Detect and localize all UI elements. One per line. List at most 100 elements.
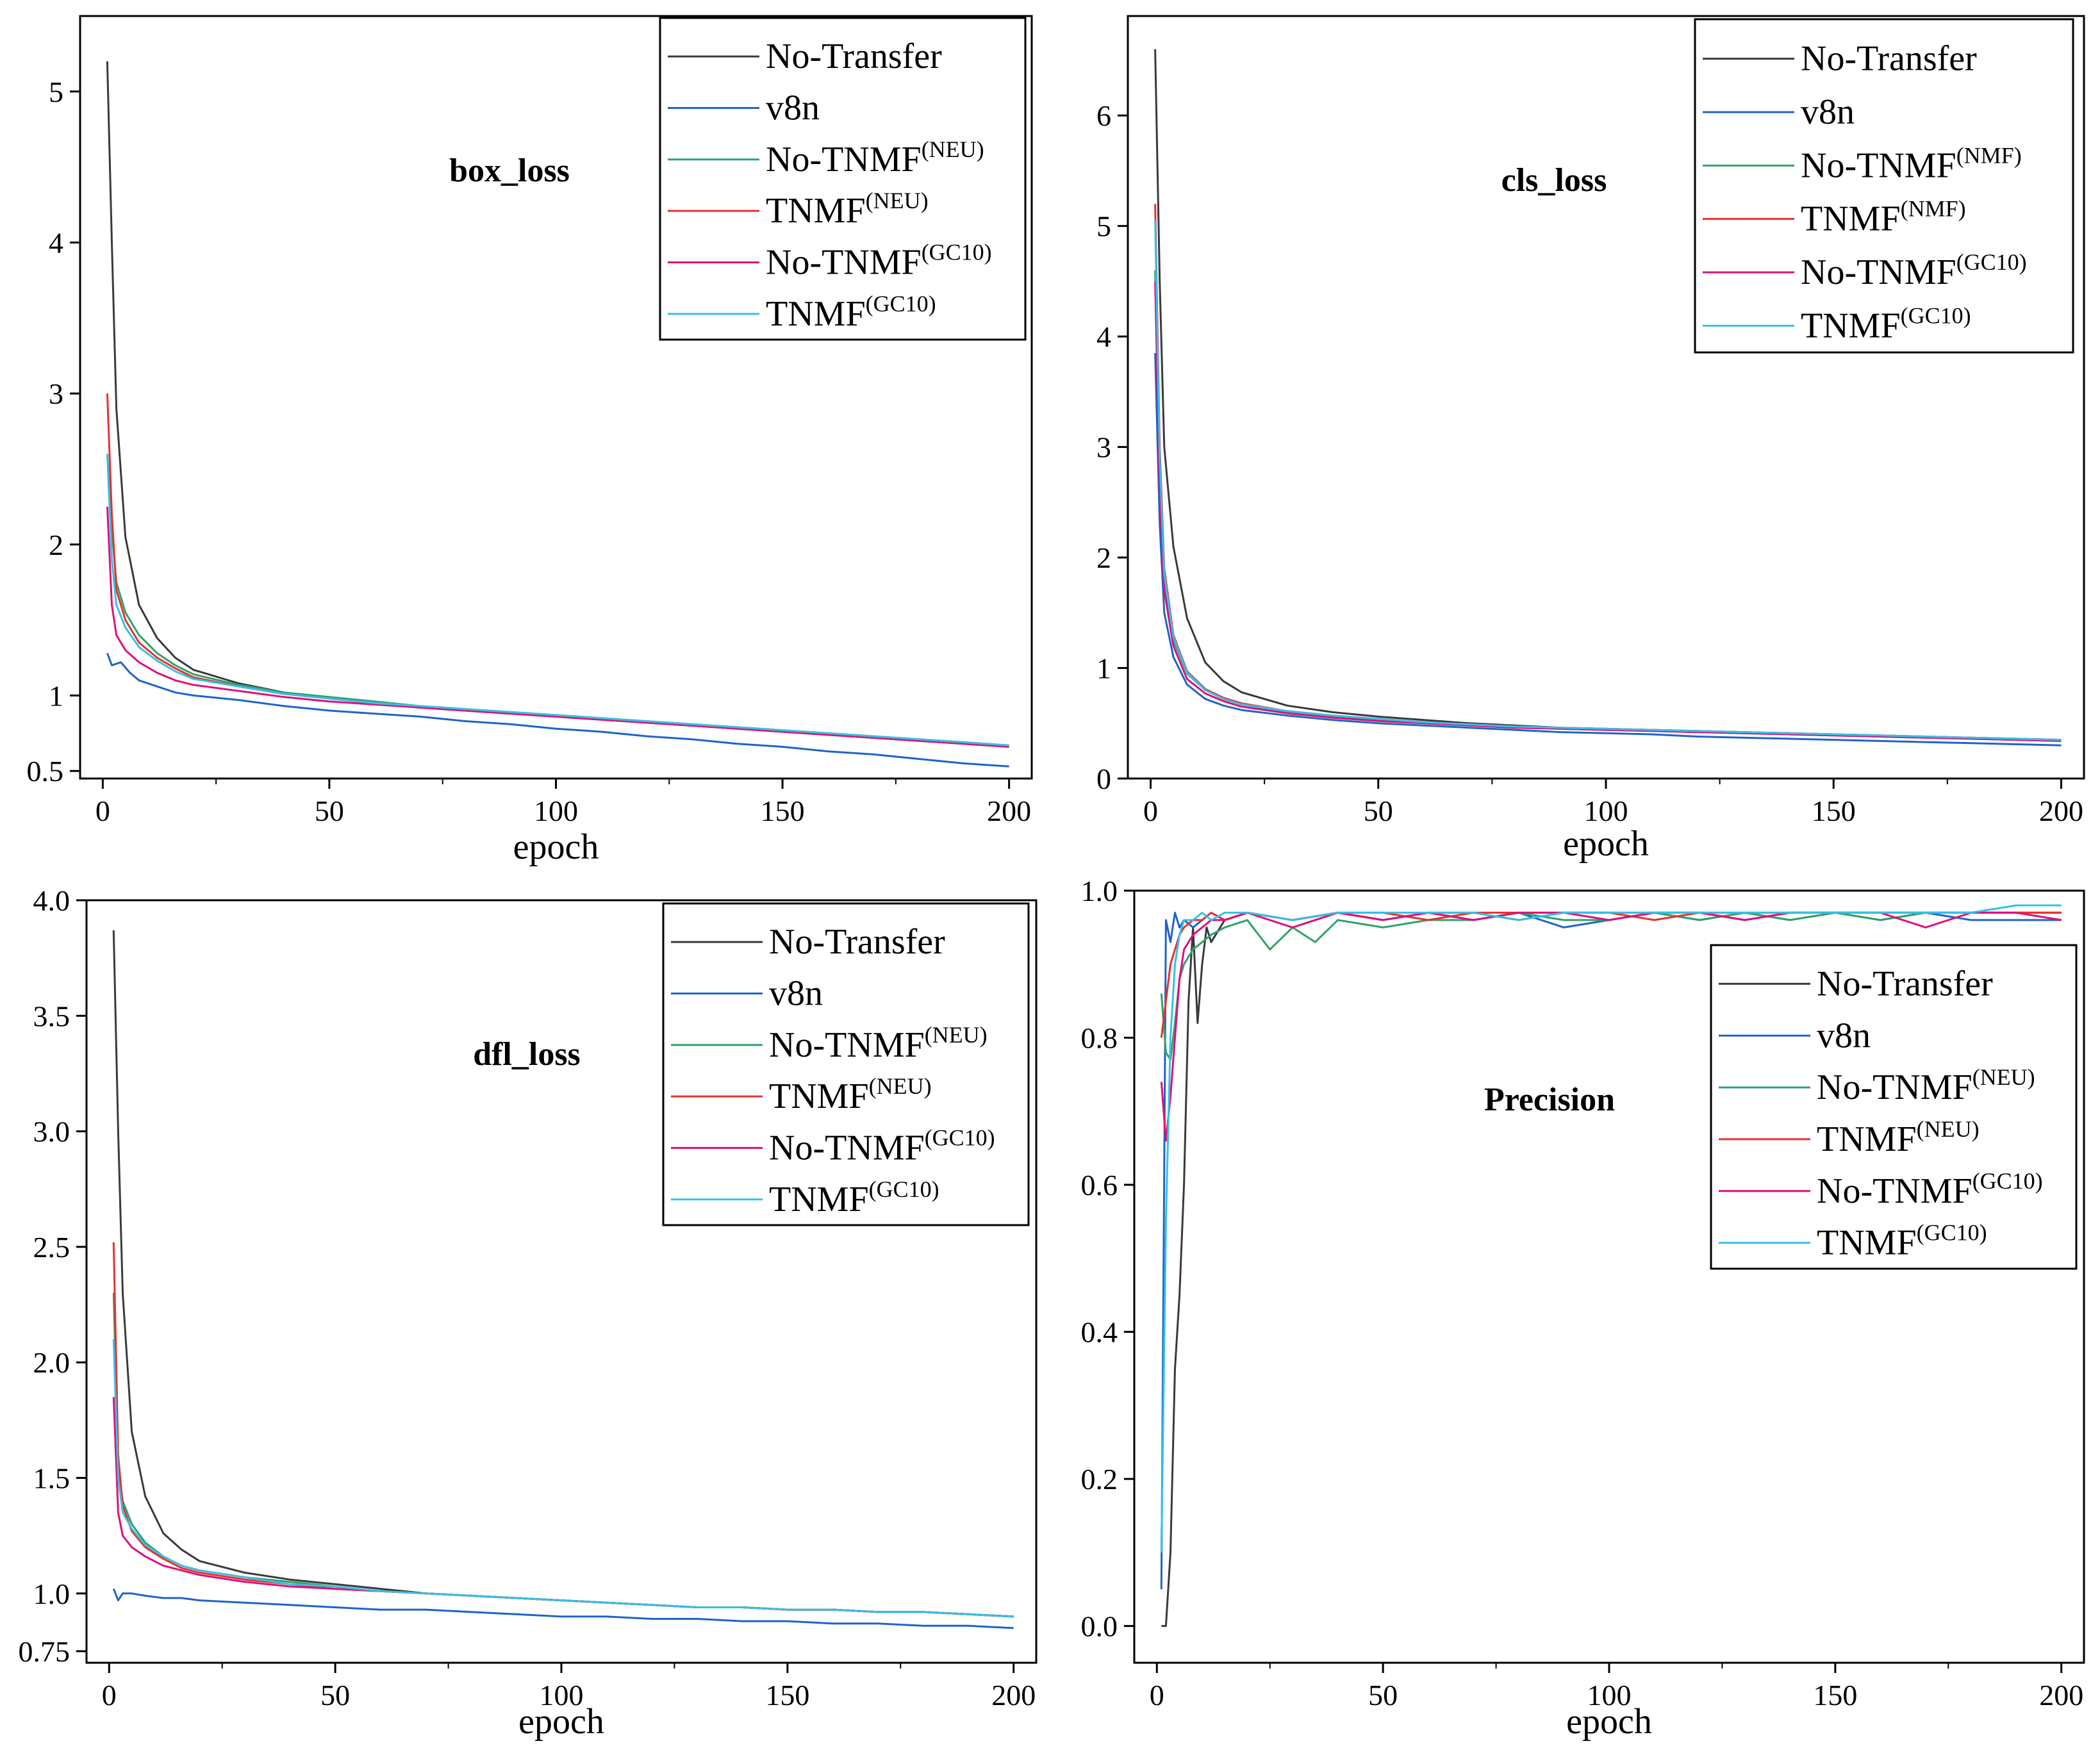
legend-label: No-TNMF(GC10) xyxy=(766,240,992,283)
legend-label: No-TNMF(NMF) xyxy=(1801,142,2022,185)
legend-label: No-Transfer xyxy=(769,922,945,962)
legend-label: TNMF(NEU) xyxy=(1817,1116,1980,1159)
legend-label-sup: (GC10) xyxy=(1956,249,2027,275)
legend-label: v8n xyxy=(769,974,823,1014)
legend-label-main: No-TNMF xyxy=(1817,1067,1972,1107)
legend-label-main: TNMF xyxy=(766,191,866,231)
legend-label-main: v8n xyxy=(769,974,823,1014)
legend-label-sup: (NEU) xyxy=(1972,1064,2035,1090)
series-group xyxy=(1160,904,2062,1628)
series-line-no-tnmf-a xyxy=(112,1292,1014,1618)
legend-label: No-Transfer xyxy=(1801,39,1977,79)
legend: No-Transferv8nNo-TNMF(NEU)TNMF(NEU)No-TN… xyxy=(659,17,1027,341)
series-group xyxy=(112,930,1014,1629)
y-tick-label: 2.0 xyxy=(33,1346,70,1379)
x-tick-label: 100 xyxy=(534,795,578,827)
chart-title: box_loss xyxy=(449,152,570,189)
x-tick-label: 0 xyxy=(1150,1679,1164,1711)
y-tick-label: 5 xyxy=(49,76,63,108)
y-tick-label: 0.0 xyxy=(1081,1610,1118,1643)
legend-label: TNMF(NEU) xyxy=(769,1073,932,1116)
legend-label-sup: (NEU) xyxy=(922,136,984,162)
legend-label: TNMF(NEU) xyxy=(766,188,929,231)
legend-label: No-TNMF(GC10) xyxy=(769,1125,995,1168)
x-axis-title: epoch xyxy=(513,827,599,867)
series-line-v8n xyxy=(106,652,1009,768)
x-tick-label: 100 xyxy=(540,1679,584,1711)
legend-label-main: TNMF xyxy=(1817,1119,1917,1159)
legend-label-main: TNMF xyxy=(769,1180,869,1219)
legend-label-sup: (GC10) xyxy=(866,291,936,317)
legend-label-main: No-Transfer xyxy=(769,922,945,962)
legend-label-main: TNMF xyxy=(769,1076,869,1116)
y-tick-label: 1.0 xyxy=(1081,875,1118,907)
x-tick-label: 150 xyxy=(765,1679,809,1711)
x-tick-label: 50 xyxy=(1368,1679,1398,1711)
series-line-no-tnmf-gc10 xyxy=(106,506,1009,748)
legend-label-sup: (GC10) xyxy=(922,240,992,265)
series-line-tnmf-a xyxy=(112,1242,1014,1618)
legend-label-sup: (GC10) xyxy=(1972,1168,2043,1194)
x-tick-label: 200 xyxy=(2039,795,2083,827)
legend-label: No-Transfer xyxy=(766,37,942,76)
x-axis-title: epoch xyxy=(518,1702,604,1742)
series-group xyxy=(1154,49,2062,746)
legend-label-main: TNMF xyxy=(1801,306,1901,345)
y-tick-label: 1 xyxy=(1096,652,1111,685)
legend-label-main: No-TNMF xyxy=(766,140,922,179)
legend-label-sup: (GC10) xyxy=(1917,1220,1987,1246)
x-tick-label: 50 xyxy=(315,795,344,827)
legend-label: No-TNMF(NEU) xyxy=(769,1022,988,1065)
y-tick-label: 0 xyxy=(1096,762,1111,795)
legend-label-sup: (GC10) xyxy=(925,1125,995,1151)
legend-box xyxy=(1694,18,2074,354)
chart-title: dfl_loss xyxy=(473,1036,581,1073)
chart-panel-box-loss: 0 50 100 150 200 0.5 1 2 3 4 5 epoch box_loss No-Tran… xyxy=(27,15,1033,867)
legend-label: No-Transfer xyxy=(1817,964,1993,1003)
legend-label-main: No-Transfer xyxy=(1801,39,1977,79)
series-line-no-tnmf-gc10 xyxy=(1154,281,2062,742)
legend: No-Transfer v8n No-TNMF(NEU) TNMF(NEU) No-TN… xyxy=(662,902,1030,1226)
chart-panel-cls-loss: 0 50 100 150 200 0 1 2 3 4 5 6 epoch cls_loss No-Trans… xyxy=(1096,15,2085,864)
legend-box xyxy=(659,17,1027,341)
legend-label: v8n xyxy=(766,88,820,128)
legend-label: v8n xyxy=(1801,92,1855,132)
legend-label-main: No-TNMF xyxy=(769,1128,925,1168)
x-tick-label: 150 xyxy=(1812,795,1856,827)
chart-title: Precision xyxy=(1484,1082,1615,1118)
legend-label: TNMF(GC10) xyxy=(766,291,936,334)
x-tick-label: 0 xyxy=(102,1679,117,1711)
y-tick-label: 3.0 xyxy=(33,1116,70,1148)
y-tick-label: 0.4 xyxy=(1081,1316,1118,1349)
y-tick-label: 0.8 xyxy=(1081,1022,1118,1055)
legend: No-Transferv8nNo-TNMF(NMF)TNMF(NMF)No-TN… xyxy=(1694,18,2074,354)
y-tick-label: 4 xyxy=(49,226,63,259)
series-line-v8n xyxy=(1154,352,2062,746)
series-line-v8n xyxy=(112,1588,1014,1629)
legend-label-main: No-TNMF xyxy=(769,1025,925,1065)
legend-label: v8n xyxy=(1817,1016,1871,1055)
legend-label-main: No-TNMF xyxy=(766,243,922,283)
x-tick-label: 100 xyxy=(1587,1679,1632,1711)
legend-label: No-TNMF(GC10) xyxy=(1817,1168,2043,1211)
legend-label-main: No-TNMF xyxy=(1801,252,1956,292)
chart-panel-precision: 0 50 100 150 200 0.0 0.2 0.4 0.6 0.8 1.0 epoch Preci… xyxy=(1081,875,2085,1742)
x-tick-label: 100 xyxy=(1584,795,1628,827)
x-axis-title: epoch xyxy=(1566,1702,1652,1742)
legend: No-Transfer v8n No-TNMF(NEU) TNMF(NEU) No-TN… xyxy=(1710,944,2078,1270)
legend-label-sup: (GC10) xyxy=(869,1176,939,1202)
y-tick-label: 4.0 xyxy=(33,884,70,917)
legend-label: TNMF(GC10) xyxy=(1817,1220,1987,1263)
legend-label-main: TNMF xyxy=(1817,1223,1917,1263)
y-tick-label: 3.5 xyxy=(33,1000,70,1032)
legend-label-main: v8n xyxy=(1801,92,1855,132)
y-tick-label: 6 xyxy=(1096,99,1111,132)
chart-title: cls_loss xyxy=(1501,162,1607,199)
legend-label-main: No-Transfer xyxy=(1817,964,1993,1003)
x-tick-label: 50 xyxy=(1364,795,1393,827)
series-group xyxy=(106,61,1009,768)
y-tick-label: 0.5 xyxy=(27,755,64,787)
legend-label: TNMF(GC10) xyxy=(769,1176,939,1219)
series-line-no-tnmf-a xyxy=(106,454,1009,746)
series-line-tnmf-gc10 xyxy=(112,1339,1014,1618)
